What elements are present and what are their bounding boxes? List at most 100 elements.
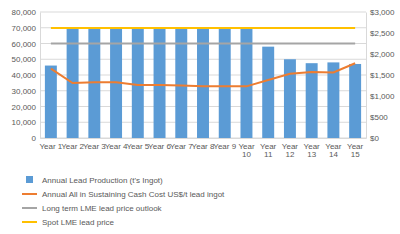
y-tick-label: 80,000 bbox=[12, 8, 37, 17]
x-tick-label-part: 13 bbox=[307, 150, 316, 159]
bar bbox=[284, 59, 296, 138]
x-tick: Year 1 bbox=[39, 138, 62, 151]
y-tick-label: 60,000 bbox=[12, 40, 37, 49]
bar bbox=[262, 47, 274, 138]
x-tick-label: Year13 bbox=[304, 142, 321, 160]
y-tick-label: 0 bbox=[32, 134, 37, 143]
y-tick-label: 20,000 bbox=[12, 103, 37, 112]
bar bbox=[349, 64, 361, 138]
y2-tick-label: $2,000 bbox=[370, 50, 395, 59]
marks bbox=[45, 28, 361, 138]
y2-tick: $2,500 bbox=[366, 29, 395, 38]
x-tick: Year10 bbox=[238, 138, 255, 159]
line bbox=[51, 43, 355, 45]
x-tick-label: Year15 bbox=[347, 142, 364, 160]
x-tick-label: Year14 bbox=[325, 142, 342, 160]
grid bbox=[40, 12, 366, 138]
y2-tick: $500 bbox=[366, 113, 388, 122]
x-tick: Year15 bbox=[347, 138, 364, 159]
x-tick: Year14 bbox=[325, 138, 342, 159]
x-tick-label-part: Year bbox=[347, 142, 364, 151]
y2-tick: $3,000 bbox=[366, 8, 395, 17]
x-tick: Year 7 bbox=[170, 138, 193, 151]
legend-swatch bbox=[22, 207, 37, 209]
legend-label: Spot LME lead price bbox=[42, 218, 115, 227]
x-tick-label-part: Year bbox=[325, 142, 342, 151]
bar bbox=[327, 62, 339, 138]
legend-label: Annual Lead Production (t's Ingot) bbox=[42, 176, 163, 185]
y2-axis-line bbox=[366, 13, 367, 139]
bar bbox=[240, 29, 252, 138]
y-tick-label: 30,000 bbox=[12, 87, 37, 96]
y2-tick-label: $1,000 bbox=[370, 92, 395, 101]
grid-line bbox=[40, 12, 366, 13]
bar bbox=[219, 29, 231, 138]
x-tick-label-part: 11 bbox=[264, 150, 273, 159]
x-tick-label: Year 5 bbox=[126, 142, 149, 151]
x-tick-label: Year 2 bbox=[61, 142, 84, 151]
plot: 0 10,000 20,000 30,000 40,000 50,000 60,000 70,… bbox=[12, 8, 395, 159]
grid-line bbox=[40, 27, 366, 28]
y2-tick-label: $0 bbox=[370, 134, 379, 143]
x-tick-label-part: 14 bbox=[329, 150, 338, 159]
y-tick: 30,000 bbox=[12, 87, 40, 96]
x-tick: Year 2 bbox=[61, 138, 84, 151]
x-tick-label: Year12 bbox=[282, 142, 299, 160]
legend-swatch bbox=[22, 221, 37, 223]
bar bbox=[132, 29, 144, 138]
x-tick-label: Year 6 bbox=[148, 142, 171, 151]
legend-item: Annual Lead Production (t's Ingot) bbox=[26, 176, 163, 185]
y2-tick: $0 bbox=[366, 134, 379, 143]
x-tick-label: Year 3 bbox=[83, 142, 106, 151]
x-axis: Year 1Year 2Year 3Year 4Year 5Year 6Year… bbox=[39, 138, 366, 159]
x-tick: Year 4 bbox=[105, 138, 128, 151]
x-tick-label: Year11 bbox=[260, 142, 277, 160]
chart: 0 10,000 20,000 30,000 40,000 50,000 60,000 70,… bbox=[0, 0, 400, 234]
x-tick-label: Year 8 bbox=[192, 142, 215, 151]
x-axis-line bbox=[41, 138, 367, 139]
x-tick: Year 3 bbox=[83, 138, 106, 151]
x-tick: Year 6 bbox=[148, 138, 171, 151]
y2-tick: $1,000 bbox=[366, 92, 395, 101]
bar-series bbox=[45, 29, 361, 138]
legend-swatch bbox=[22, 193, 37, 195]
bar bbox=[175, 29, 187, 138]
x-tick-label-part: 15 bbox=[351, 150, 360, 159]
y-axis: 0 10,000 20,000 30,000 40,000 50,000 60,000 70,… bbox=[12, 8, 41, 143]
line bbox=[51, 27, 355, 29]
y-tick-label: 40,000 bbox=[12, 71, 37, 80]
y-axis-line bbox=[40, 13, 41, 139]
x-tick-label: Year 7 bbox=[170, 142, 193, 151]
legend-swatch bbox=[26, 176, 33, 183]
y2-tick-label: $2,500 bbox=[370, 29, 395, 38]
bar bbox=[197, 29, 209, 138]
x-tick: Year13 bbox=[304, 138, 321, 159]
y-tick: 50,000 bbox=[12, 55, 40, 64]
x-tick-label: Year 9 bbox=[213, 142, 236, 151]
x-tick-label-part: 10 bbox=[242, 150, 251, 159]
bar bbox=[306, 63, 318, 138]
x-tick-label-part: Year bbox=[260, 142, 277, 151]
grid-line bbox=[40, 43, 366, 44]
legend-label: Long term LME lead price outlook bbox=[42, 204, 163, 213]
x-tick-label-part: Year bbox=[304, 142, 321, 151]
y-tick: 40,000 bbox=[12, 71, 40, 80]
legend-item: Annual All in Sustaining Cash Cost US$/t… bbox=[22, 190, 225, 199]
y2-axis: $0 $500 $1,000 $1,500 $2,000 $2,500 $3,000 bbox=[366, 8, 395, 143]
x-tick: Year12 bbox=[282, 138, 299, 159]
y2-tick-label: $3,000 bbox=[370, 8, 395, 17]
x-tick-label-part: Year bbox=[282, 142, 299, 151]
x-tick-label-part: 12 bbox=[285, 150, 294, 159]
legend-item: Long term LME lead price outlook bbox=[22, 204, 163, 213]
x-tick: Year11 bbox=[260, 138, 277, 159]
y-tick-label: 10,000 bbox=[12, 118, 37, 127]
y2-tick-label: $500 bbox=[370, 113, 388, 122]
x-tick-label: Year 1 bbox=[39, 142, 62, 151]
x-tick-label-part: Year bbox=[238, 142, 255, 151]
y-tick: 80,000 bbox=[12, 8, 40, 17]
y-tick-label: 70,000 bbox=[12, 24, 37, 33]
y-tick-label: 50,000 bbox=[12, 55, 37, 64]
bar bbox=[45, 66, 57, 138]
y2-tick: $1,500 bbox=[366, 71, 395, 80]
line bbox=[51, 63, 355, 86]
